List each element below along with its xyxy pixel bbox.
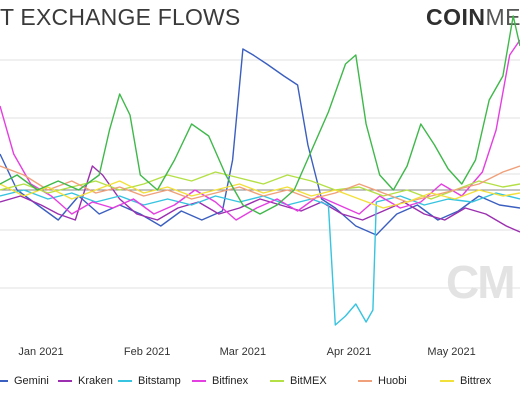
coinmetrics-logo: COINME	[426, 4, 520, 31]
legend-item-bitmex: BitMEX	[270, 375, 327, 387]
legend-swatch	[192, 380, 206, 382]
series-lines	[0, 15, 520, 326]
legend-item-bitstamp: Bitstamp	[118, 375, 181, 387]
legend-swatch	[58, 380, 72, 382]
series-line-unlabeled	[0, 15, 520, 215]
logo-bold-text: COIN	[426, 4, 486, 30]
series-line-kraken	[0, 165, 520, 233]
chart-title: T EXCHANGE FLOWS	[0, 4, 241, 30]
x-tick-label: Apr 2021	[327, 346, 372, 358]
legend-item-huobi: Huobi	[358, 375, 407, 387]
legend-label: Huobi	[378, 375, 407, 387]
logo-light-text: ME	[485, 4, 520, 30]
legend-label: Kraken	[78, 375, 113, 387]
legend-item-gemini: Gemini	[0, 375, 49, 387]
legend-item-bitfinex: Bitfinex	[192, 375, 248, 387]
series-line-bittrex	[0, 180, 520, 209]
legend-label: BitMEX	[290, 375, 327, 387]
legend-swatch	[270, 380, 284, 382]
legend-swatch	[0, 380, 8, 382]
cm-watermark: CM	[446, 256, 516, 308]
x-axis-ticks: Jan 2021 Feb 2021 Mar 2021 Apr 2021 May 2021	[18, 346, 475, 358]
line-chart: Jan 2021 Feb 2021 Mar 2021 Apr 2021 May 2021	[0, 15, 520, 358]
x-tick-label: Mar 2021	[220, 346, 266, 358]
legend-label: Bitfinex	[212, 375, 249, 387]
legend-swatch	[440, 380, 454, 382]
x-tick-label: May 2021	[427, 346, 475, 358]
legend-label: Gemini	[14, 375, 49, 387]
series-line-huobi	[0, 165, 520, 203]
x-tick-label: Feb 2021	[124, 346, 170, 358]
legend-swatch	[358, 380, 372, 382]
x-tick-label: Jan 2021	[18, 346, 63, 358]
series-line-bitfinex	[0, 39, 520, 221]
legend-item-kraken: Kraken	[58, 375, 113, 387]
chart-legend: Gemini Kraken Bitstamp Bitfinex BitMEX Huobi B…	[0, 375, 520, 393]
legend-label: Bittrex	[460, 375, 492, 387]
legend-item-bittrex: Bittrex	[440, 375, 491, 387]
legend-label: Bitstamp	[138, 375, 181, 387]
series-line-gemini	[0, 48, 520, 236]
grid-lines	[0, 59, 520, 289]
legend-swatch	[118, 380, 132, 382]
